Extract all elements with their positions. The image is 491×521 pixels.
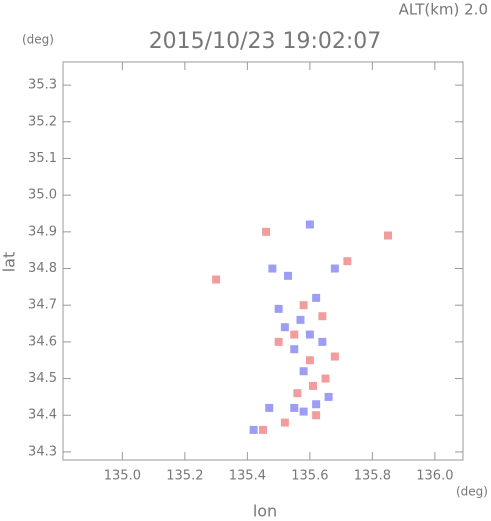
echo-point [249,425,258,434]
echo-point [290,403,299,412]
y-tick-label: 34.6 [28,334,57,349]
y-tick-label: 35.0 [28,188,57,203]
x-unit: (deg) [456,485,488,499]
echo-point [330,352,339,361]
y-tick-label: 34.3 [28,444,57,459]
x-tick-label: 135.4 [229,469,266,484]
echo-point [299,407,308,416]
echo-point [324,392,333,401]
y-tick-label: 34.5 [28,371,57,386]
echo-point [265,403,274,412]
echo-point [212,275,221,284]
echo-point [268,264,277,273]
plot-frame [62,61,464,461]
altitude-label: ALT(km) 2.0 [399,1,488,19]
echo-point [290,330,299,339]
echo-point [330,264,339,273]
echo-point [280,323,289,332]
echo-point [305,356,314,365]
echo-point [299,301,308,310]
echo-point [343,257,352,266]
y-tick-label: 35.2 [28,114,57,129]
echo-point [318,312,327,321]
echo-point [280,418,289,427]
echo-point [321,374,330,383]
echo-point [296,315,305,324]
echo-point [299,367,308,376]
echo-point [305,220,314,229]
echo-point [312,293,321,302]
y-tick-label: 35.3 [28,78,57,93]
echo-point [274,337,283,346]
y-tick-label: 34.9 [28,224,57,239]
echo-point [262,227,271,236]
y-tick-label: 35.1 [28,151,57,166]
x-tick-label: 135.6 [291,469,328,484]
echo-point [309,381,317,390]
x-tick-label: 135.8 [354,469,391,484]
echo-point [318,337,327,346]
y-tick-label: 34.7 [28,298,57,313]
chart-title: 2015/10/23 19:02:07 [149,29,382,54]
x-tick-label: 135.2 [166,469,203,484]
echo-point [384,231,392,240]
echo-point [274,304,283,313]
echo-point [290,345,299,354]
echo-point [312,400,321,409]
x-tick-label: 135.0 [104,469,141,484]
echo-point [305,330,314,339]
y-tick-label: 34.8 [28,261,57,276]
y-unit: (deg) [22,33,54,47]
y-axis-label: lat [0,252,19,273]
echo-point [284,271,292,280]
x-axis-label: lon [253,502,277,521]
y-tick-label: 34.4 [28,408,57,423]
x-tick-label: 136.0 [416,469,453,484]
echo-point [259,425,267,434]
echo-point [312,411,321,420]
echo-point [293,389,302,398]
